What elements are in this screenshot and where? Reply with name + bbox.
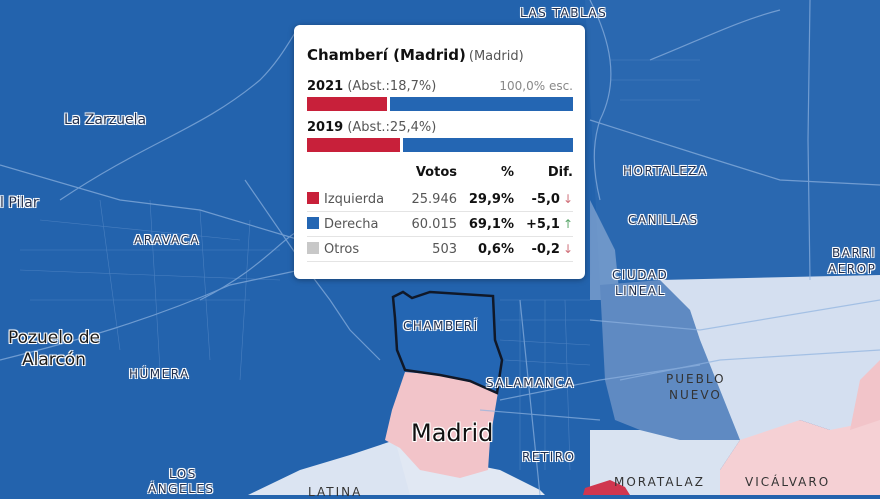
result-bar-2019 (307, 138, 573, 152)
map-label: CIUDAD (612, 268, 669, 282)
map-label: CHAMBERÍ (403, 319, 479, 333)
map-label: LOS (169, 467, 197, 481)
year-label: 2019 (307, 120, 344, 135)
table-row: Izquierda 25.946 29,9% -5,0 ↓ (307, 187, 573, 212)
results-table: Votos % Dif. Izquierda 25.946 29,9% -5,0… (307, 164, 573, 262)
col-pct: % (500, 164, 514, 180)
province-name: (Madrid) (468, 49, 524, 64)
map-label: MORATALAZ (614, 475, 705, 489)
color-swatch (307, 241, 319, 254)
left-bar-segment (307, 138, 400, 152)
arrow-down-icon: ↓ (562, 191, 573, 206)
map-label: RETIRO (522, 450, 576, 464)
map-label: ÁNGELES (148, 482, 215, 496)
result-bar-2021 (307, 97, 573, 111)
table-row: Otros 503 0,6% -0,2 ↓ (307, 236, 573, 262)
map-label: VICÁLVARO (745, 475, 831, 489)
votes: 25.946 (402, 187, 457, 212)
difference: -0,2 (531, 241, 560, 257)
right-bar-segment (402, 138, 573, 152)
map-label: Pozuelo de (8, 328, 100, 348)
district-tooltip: Chamberí (Madrid) (Madrid) 2021 (Abst.:18… (294, 25, 585, 279)
map-label: PUEBLO (666, 372, 726, 386)
tooltip-title: Chamberí (Madrid) (Madrid) (307, 45, 573, 67)
map-label: Madrid (411, 419, 494, 447)
map-label: l Pilar (0, 195, 39, 211)
map-label: HÚMERA (129, 367, 190, 381)
map-label: LAS TABLAS (520, 6, 608, 20)
color-swatch (307, 191, 319, 204)
percentage: 0,6% (457, 236, 514, 262)
table-row: Derecha 60.015 69,1% +5,1 ↑ (307, 211, 573, 237)
abstention-value: (Abst.:18,7%) (347, 79, 437, 94)
votes: 60.015 (402, 211, 457, 237)
difference: +5,1 (526, 216, 560, 232)
map-label: CANILLAS (628, 213, 699, 227)
arrow-up-icon: ↑ (562, 216, 573, 231)
col-party (307, 164, 402, 187)
map-label: NUEVO (669, 388, 722, 402)
year-row-2021: 2021 (Abst.:18,7%) 100,0% esc. (307, 78, 573, 95)
map-label: BARRI (832, 246, 877, 260)
map-label: ARAVACA (134, 233, 201, 247)
year-label: 2021 (307, 79, 344, 94)
votes: 503 (402, 236, 457, 262)
map-label: LATINA (308, 485, 363, 499)
map-label: Alarcón (22, 350, 86, 370)
map-label: LINEAL (615, 284, 666, 298)
abstention-value: (Abst.:25,4%) (347, 120, 437, 135)
color-swatch (307, 216, 319, 229)
party-name: Izquierda (324, 191, 385, 207)
percentage: 29,9% (457, 187, 514, 212)
map-label: AEROP (828, 262, 877, 276)
party-name: Derecha (324, 216, 379, 232)
scrutiny-value: 100,0% esc. (499, 79, 573, 93)
col-dif: Dif. (547, 164, 573, 180)
arrow-down-icon: ↓ (562, 241, 573, 256)
map-label: HORTALEZA (623, 164, 708, 178)
district-name: Chamberí (Madrid) (307, 46, 466, 64)
difference: -5,0 (531, 191, 560, 207)
right-bar-segment (389, 97, 573, 111)
map-label: La Zarzuela (64, 112, 147, 128)
left-bar-segment (307, 97, 387, 111)
col-votes: Votos (415, 164, 457, 180)
percentage: 69,1% (457, 211, 514, 237)
year-row-2019: 2019 (Abst.:25,4%) (307, 120, 573, 136)
party-name: Otros (324, 241, 360, 257)
map-label: SALAMANCA (486, 376, 575, 390)
